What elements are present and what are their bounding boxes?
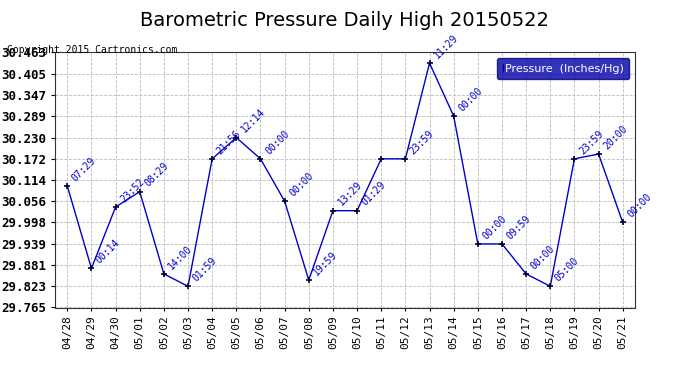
- Text: 00:14: 00:14: [95, 238, 122, 266]
- Text: 23:59: 23:59: [408, 128, 436, 156]
- Text: 23:59: 23:59: [578, 128, 605, 156]
- Text: 21:56: 21:56: [215, 128, 243, 156]
- Text: Copyright 2015 Cartronics.com: Copyright 2015 Cartronics.com: [7, 45, 177, 55]
- Text: 08:29: 08:29: [143, 161, 170, 189]
- Text: 00:00: 00:00: [457, 86, 484, 113]
- Text: 01:29: 01:29: [360, 180, 388, 208]
- Text: 00:00: 00:00: [264, 128, 291, 156]
- Text: 00:00: 00:00: [529, 243, 557, 271]
- Text: 13:29: 13:29: [336, 180, 364, 208]
- Text: 05:00: 05:00: [553, 256, 581, 284]
- Text: 01:59: 01:59: [191, 256, 219, 284]
- Text: 07:29: 07:29: [70, 155, 98, 183]
- Text: 23:52: 23:52: [119, 176, 146, 204]
- Text: Barometric Pressure Daily High 20150522: Barometric Pressure Daily High 20150522: [141, 11, 549, 30]
- Text: 20:00: 20:00: [602, 123, 629, 151]
- Text: 00:00: 00:00: [481, 213, 509, 241]
- Text: 09:59: 09:59: [505, 213, 533, 241]
- Text: 12:14: 12:14: [239, 107, 267, 135]
- Text: 00:00: 00:00: [626, 192, 653, 220]
- Legend: Pressure  (Inches/Hg): Pressure (Inches/Hg): [497, 58, 629, 79]
- Text: 14:00: 14:00: [167, 243, 195, 271]
- Text: 11:29: 11:29: [433, 33, 460, 60]
- Text: 19:59: 19:59: [312, 249, 339, 278]
- Text: 00:00: 00:00: [288, 171, 315, 198]
